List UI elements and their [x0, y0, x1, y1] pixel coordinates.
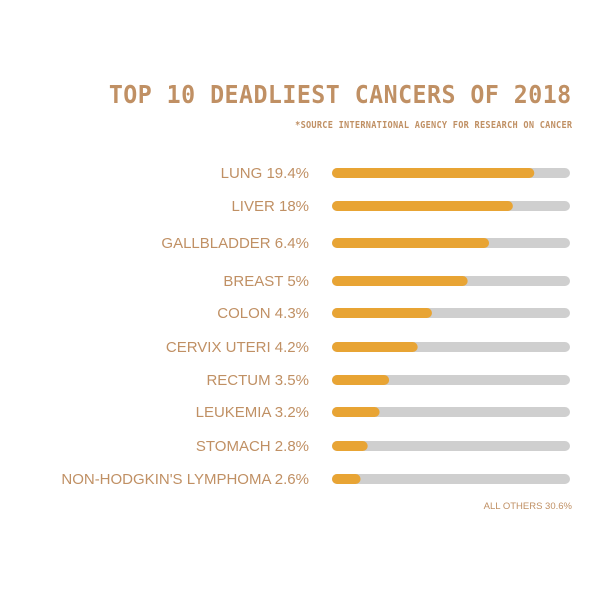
bar-label: STOMACH 2.8% — [196, 438, 309, 455]
bar-label: LIVER 18% — [231, 198, 309, 215]
bar-track — [332, 441, 570, 451]
bar-track — [332, 474, 570, 484]
bar-fill — [332, 342, 418, 352]
bar-row: STOMACH 2.8% — [196, 438, 570, 455]
bar-fill — [332, 407, 380, 417]
bar-fill — [332, 441, 368, 451]
bar-row: GALLBLADDER 6.4% — [161, 235, 570, 252]
bar-label: GALLBLADDER 6.4% — [161, 235, 309, 252]
bar-row: NON-HODGKIN'S LYMPHOMA 2.6% — [61, 471, 570, 488]
chart-title: TOP 10 DEADLIEST CANCERS OF 2018 — [109, 80, 572, 109]
bar-fill — [332, 276, 468, 286]
bar-label: LUNG 19.4% — [221, 165, 309, 182]
bar-row: LEUKEMIA 3.2% — [196, 404, 570, 421]
bar-row: CERVIX UTERI 4.2% — [166, 339, 570, 356]
bar-row: LUNG 19.4% — [221, 165, 570, 182]
bar-label: BREAST 5% — [223, 273, 309, 290]
bar-row: RECTUM 3.5% — [206, 372, 570, 389]
bar-track — [332, 375, 570, 385]
bar-label: COLON 4.3% — [217, 305, 309, 322]
bar-fill — [332, 201, 513, 211]
bar-track — [332, 407, 570, 417]
bar-fill — [332, 238, 490, 248]
bar-fill — [332, 308, 432, 318]
bar-label: RECTUM 3.5% — [206, 372, 309, 389]
bar-label: NON-HODGKIN'S LYMPHOMA 2.6% — [61, 471, 309, 488]
bar-row: COLON 4.3% — [217, 305, 570, 322]
bar-label: LEUKEMIA 3.2% — [196, 404, 309, 421]
bar-label: CERVIX UTERI 4.2% — [166, 339, 309, 356]
bar-fill — [332, 375, 390, 385]
all-others-note: ALL OTHERS 30.6% — [483, 501, 572, 512]
bar-fill — [332, 474, 361, 484]
bar-row: BREAST 5% — [223, 273, 570, 290]
bar-row: LIVER 18% — [231, 198, 570, 215]
bar-fill — [332, 168, 535, 178]
chart-subtitle: *SOURCE INTERNATIONAL AGENCY FOR RESEARC… — [294, 120, 572, 131]
